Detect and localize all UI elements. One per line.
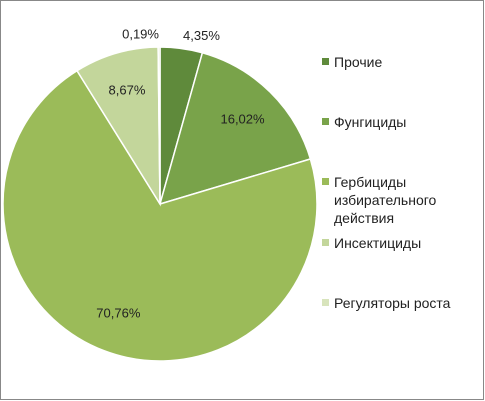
legend-item: Гербициды избирательного действия xyxy=(322,173,484,227)
data-label: 70,76% xyxy=(96,306,141,321)
legend-label: Инсектициды xyxy=(334,235,422,251)
legend-swatch xyxy=(322,239,329,246)
legend-label: Фунгициды xyxy=(334,114,407,130)
data-label: 0,19% xyxy=(122,26,159,41)
legend-label: Гербициды избирательного действия xyxy=(334,174,437,226)
data-label: 16,02% xyxy=(220,111,265,126)
legend-item: Прочие xyxy=(322,53,484,71)
slice xyxy=(2,69,318,362)
legend-swatch xyxy=(322,58,329,65)
data-label: 8,67% xyxy=(109,82,146,97)
data-label: 4,35% xyxy=(183,28,220,43)
legend-label: Регуляторы роста xyxy=(334,295,451,311)
legend-item: Регуляторы роста xyxy=(322,294,484,312)
legend-label: Прочие xyxy=(334,54,383,70)
legend-swatch xyxy=(322,178,329,185)
legend-swatch xyxy=(322,299,329,306)
legend-item: Инсектициды xyxy=(322,234,484,252)
slice xyxy=(157,46,161,205)
legend-item: Фунгициды xyxy=(322,113,484,131)
slice xyxy=(158,51,312,206)
legend-swatch xyxy=(322,118,329,125)
slice xyxy=(76,46,161,207)
